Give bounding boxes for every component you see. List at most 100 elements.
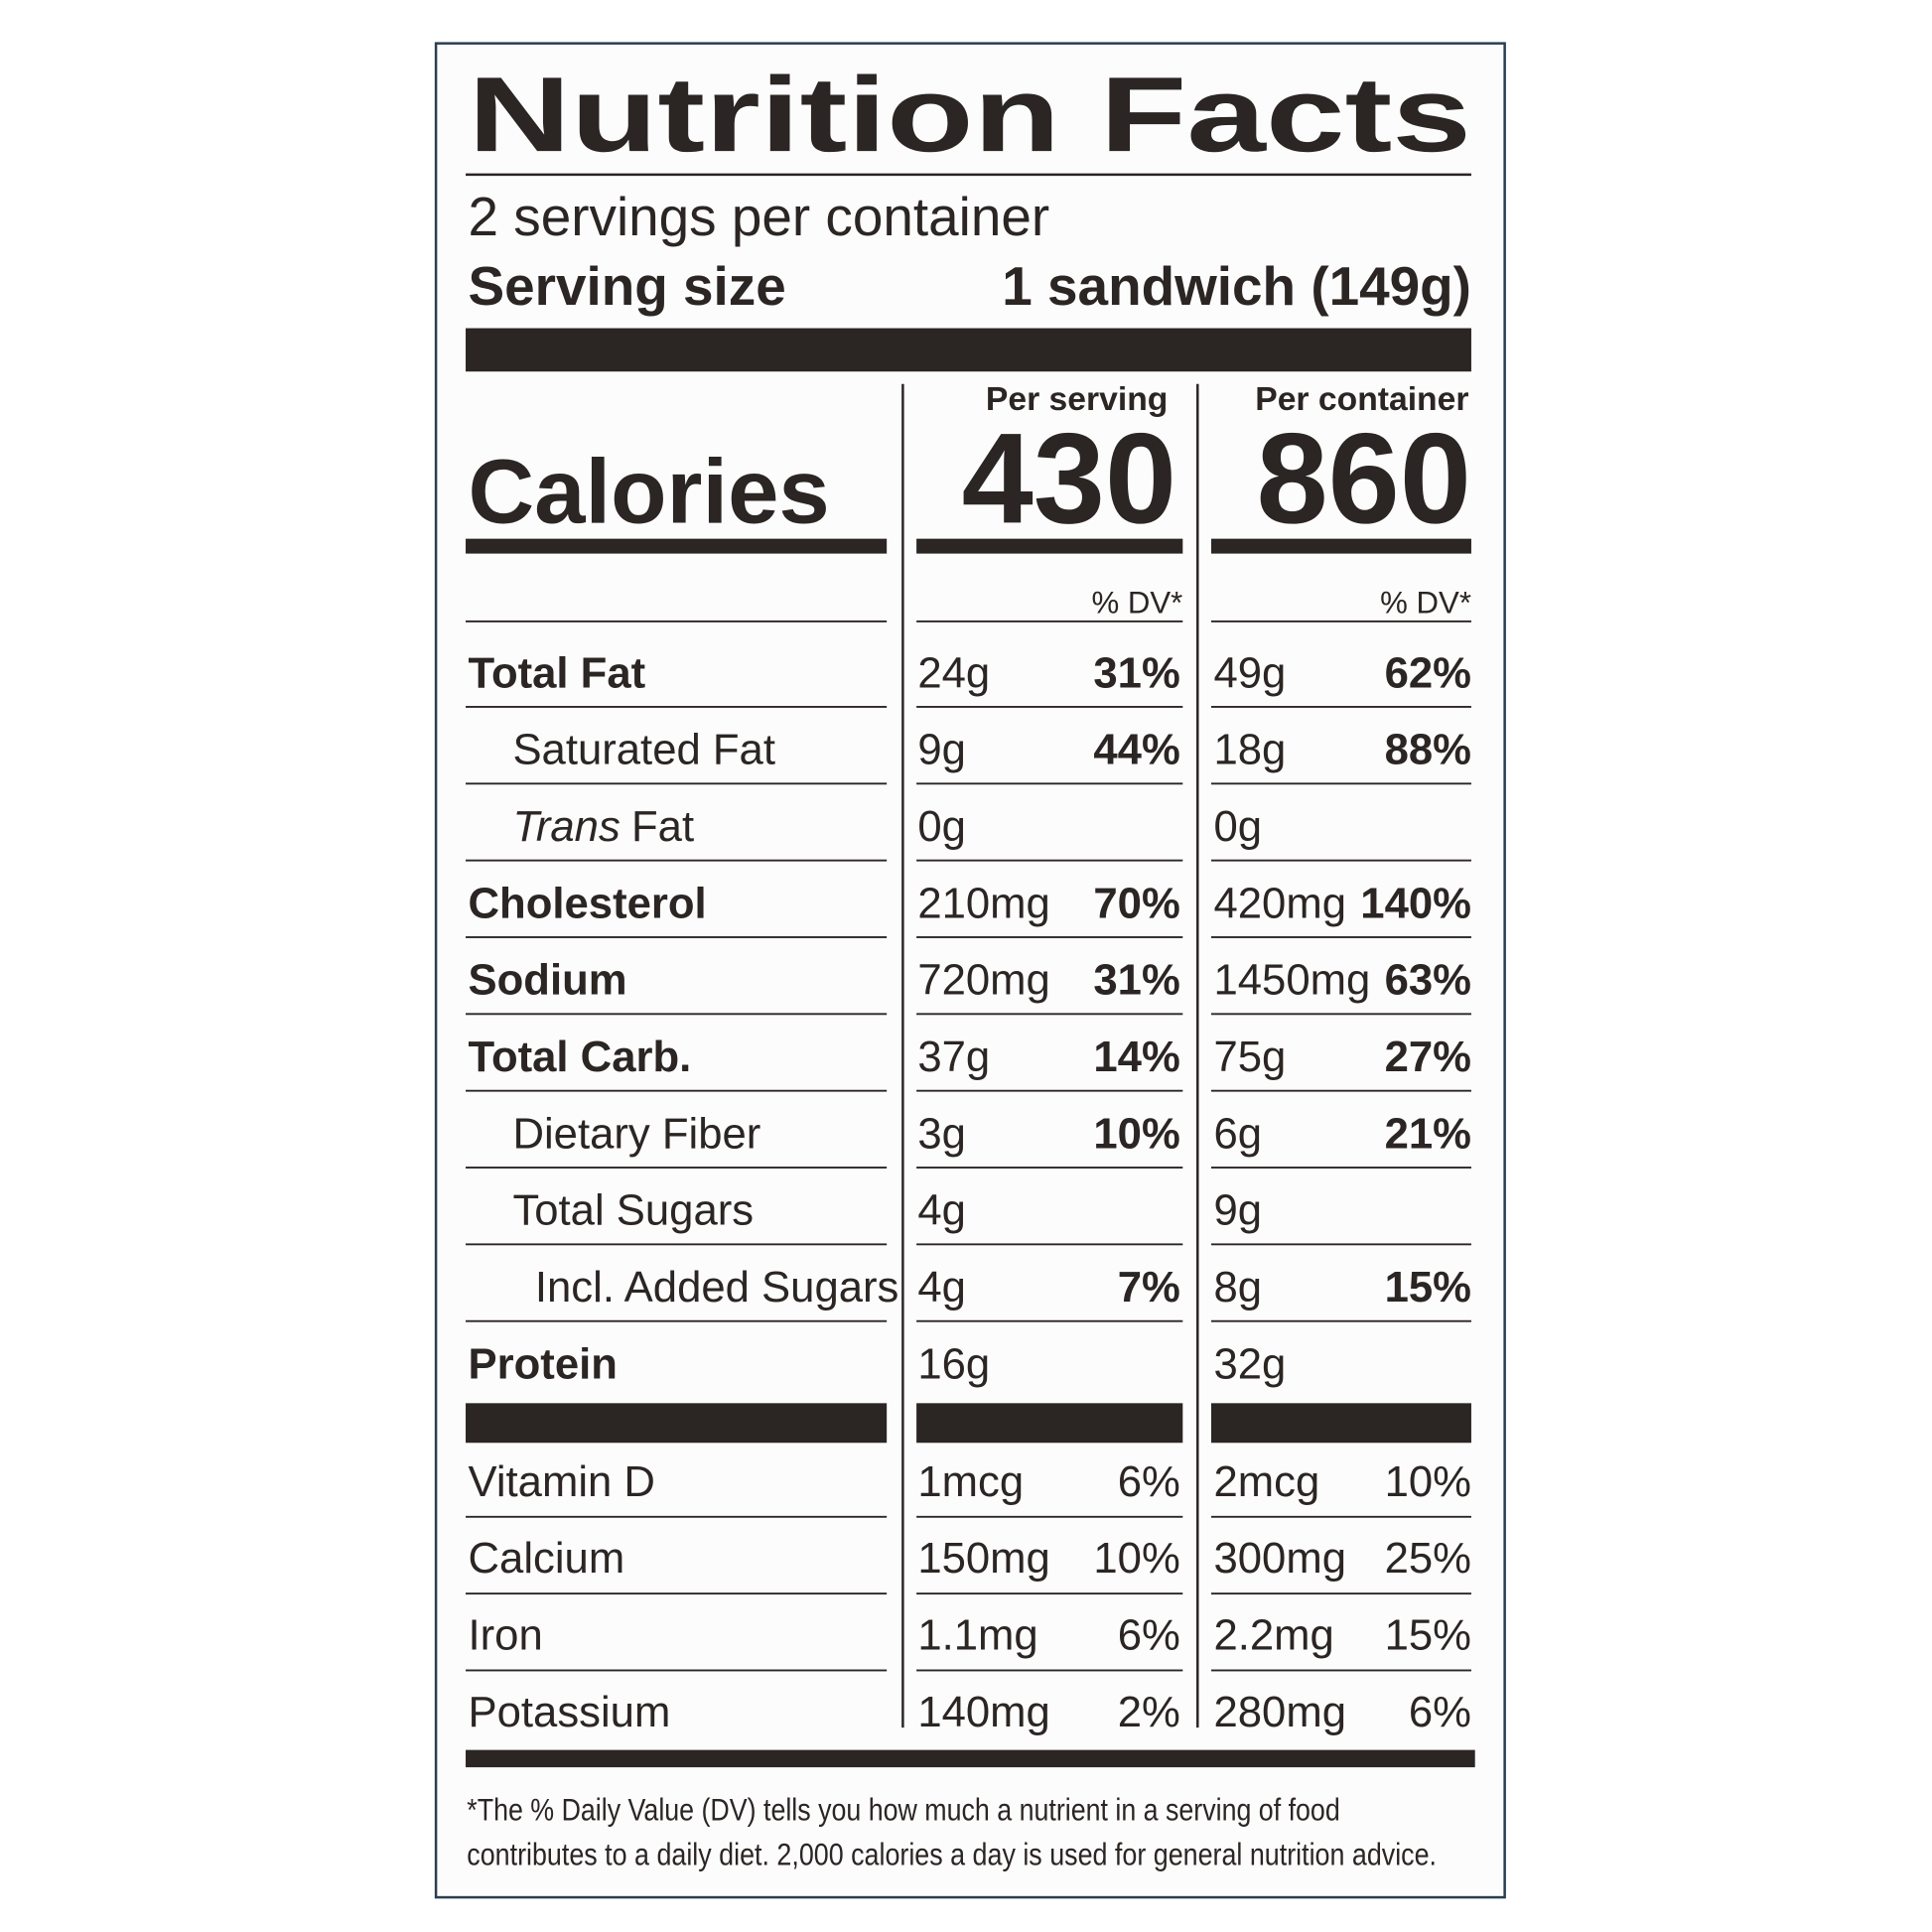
rule — [1210, 936, 1471, 938]
dv-header: % DV* — [1380, 585, 1471, 620]
daily-value: 88% — [1385, 726, 1471, 774]
amount: 9g — [917, 726, 966, 774]
amount: 4g — [917, 1263, 966, 1311]
serving-size-value: 1 sandwich (149g) — [1002, 255, 1471, 317]
thick-rule — [916, 1403, 1183, 1444]
nutrient-name-rest: Fat — [631, 802, 694, 851]
rule — [1210, 782, 1471, 785]
amount: 2mcg — [1213, 1457, 1319, 1506]
thick-rule — [466, 538, 888, 554]
amount: 2.2mg — [1213, 1611, 1333, 1660]
rule — [466, 1167, 888, 1169]
rule — [466, 1319, 888, 1322]
rule — [466, 1669, 888, 1672]
nutrient-name: Total Sugars — [512, 1186, 754, 1235]
rule — [916, 1167, 1183, 1169]
rule — [1210, 620, 1471, 622]
amount: 1450mg — [1213, 956, 1370, 1005]
daily-value: 31% — [1093, 648, 1179, 697]
thick-rule — [1210, 538, 1471, 554]
servings: 2 servings per container — [469, 186, 1050, 247]
rule — [466, 1515, 888, 1518]
rule — [1210, 1515, 1471, 1518]
amount: 16g — [917, 1339, 990, 1388]
daily-value: 15% — [1385, 1263, 1471, 1311]
rule — [466, 620, 888, 622]
rule — [466, 1089, 888, 1092]
vitamin-name: Vitamin D — [469, 1457, 655, 1506]
daily-value: 10% — [1385, 1457, 1471, 1506]
dv-header: % DV* — [1091, 585, 1182, 620]
amount: 150mg — [917, 1534, 1049, 1583]
calories-value: 430 — [962, 407, 1176, 550]
nutrient-name: Trans Fat — [512, 802, 694, 851]
daily-value: 10% — [1093, 1109, 1179, 1158]
amount: 1.1mg — [917, 1611, 1037, 1660]
rule — [1210, 1243, 1471, 1246]
daily-value: 25% — [1385, 1534, 1471, 1583]
rule — [466, 706, 888, 708]
daily-value: 21% — [1385, 1109, 1471, 1158]
daily-value: 6% — [1118, 1611, 1180, 1660]
nutrient-name: Total Fat — [469, 648, 646, 697]
vitamin-name: Iron — [469, 1611, 543, 1660]
footnote: contributes to a daily diet. 2,000 calor… — [467, 1838, 1437, 1872]
rule — [466, 782, 888, 785]
amount: 3g — [917, 1109, 966, 1158]
rule — [1210, 1592, 1471, 1595]
nutrient-name: Saturated Fat — [512, 726, 775, 774]
rule — [1210, 706, 1471, 708]
amount: 37g — [917, 1033, 990, 1081]
rule — [1210, 859, 1471, 862]
daily-value: 10% — [1093, 1534, 1179, 1583]
rule — [916, 1319, 1183, 1322]
vitamin-name: Potassium — [469, 1688, 671, 1736]
amount: 420mg — [1213, 879, 1345, 927]
daily-value: 2% — [1118, 1688, 1180, 1736]
serving-size-label: Serving size — [469, 255, 786, 317]
amount: 0g — [917, 802, 966, 851]
column-header: Per container — [1255, 381, 1468, 418]
thick-bar — [466, 1749, 1475, 1768]
rule — [916, 859, 1183, 862]
rule — [1210, 1167, 1471, 1169]
amount: 24g — [917, 648, 990, 697]
daily-value: 6% — [1409, 1688, 1471, 1736]
rule — [1210, 1013, 1471, 1016]
nutrient-name-italic: Trans — [512, 802, 620, 851]
rule — [916, 1013, 1183, 1016]
daily-value: 63% — [1385, 956, 1471, 1005]
daily-value: 14% — [1093, 1033, 1179, 1081]
rule — [466, 936, 888, 938]
amount: 9g — [1213, 1186, 1262, 1235]
rule — [466, 859, 888, 862]
amount: 720mg — [917, 956, 1049, 1005]
daily-value: 7% — [1118, 1263, 1180, 1311]
rule — [1210, 1089, 1471, 1092]
thick-rule — [1210, 1403, 1471, 1444]
nutrient-name: Sodium — [469, 956, 627, 1005]
rule — [466, 1243, 888, 1246]
rule — [916, 706, 1183, 708]
nutrient-rows: Total Fat 24g 31% 49g 62% Saturated Fat 9g 44% 1… — [466, 620, 1475, 1768]
amount: 0g — [1213, 802, 1262, 851]
calories-label: Calories — [469, 439, 830, 542]
daily-value: 70% — [1093, 879, 1179, 927]
amount: 140mg — [917, 1688, 1049, 1736]
amount: 210mg — [917, 879, 1049, 927]
rule — [916, 782, 1183, 785]
rule — [916, 1515, 1183, 1518]
amount: 6g — [1213, 1109, 1262, 1158]
rule — [916, 620, 1183, 622]
amount: 49g — [1213, 648, 1286, 697]
rule — [916, 936, 1183, 938]
nutrient-name: Dietary Fiber — [512, 1109, 760, 1158]
rule — [466, 1592, 888, 1595]
daily-value: 44% — [1093, 726, 1179, 774]
rule — [1210, 1319, 1471, 1322]
daily-value: 27% — [1385, 1033, 1471, 1081]
amount: 1mcg — [917, 1457, 1024, 1506]
calories-value: 860 — [1257, 407, 1471, 550]
rule — [466, 1013, 888, 1016]
